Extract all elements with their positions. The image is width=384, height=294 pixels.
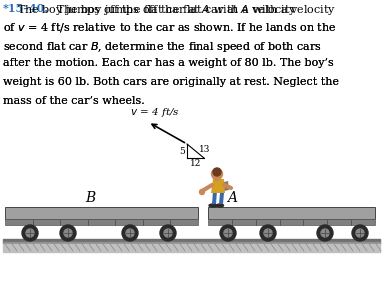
Text: mass of the car’s wheels.: mass of the car’s wheels. — [3, 96, 145, 106]
Text: mass of the car’s wheels.: mass of the car’s wheels. — [3, 96, 145, 106]
Polygon shape — [219, 193, 224, 204]
Text: $v$ = 4 ft/s: $v$ = 4 ft/s — [130, 106, 180, 119]
Circle shape — [64, 229, 72, 237]
Text: 5: 5 — [179, 146, 185, 156]
Bar — [5, 219, 198, 225]
Circle shape — [352, 225, 368, 241]
Polygon shape — [211, 179, 225, 193]
Bar — [208, 207, 375, 219]
Text: after the motion. Each car has a weight of 80 lb. The boy’s: after the motion. Each car has a weight … — [3, 59, 334, 69]
Text: 13: 13 — [199, 144, 210, 153]
Polygon shape — [212, 191, 217, 204]
Ellipse shape — [217, 204, 223, 207]
Circle shape — [126, 229, 134, 237]
Circle shape — [60, 225, 76, 241]
Text: 12: 12 — [190, 159, 201, 168]
Ellipse shape — [209, 204, 217, 207]
Text: A: A — [227, 191, 237, 205]
Text: of $v$ = 4 ft/s relative to the car as shown. If he lands on the: of $v$ = 4 ft/s relative to the car as s… — [3, 21, 336, 34]
Circle shape — [264, 229, 272, 237]
Text: second flat car $B$, determine the final speed of both cars: second flat car $B$, determine the final… — [3, 40, 322, 54]
Text: second flat car $B$, determine the final speed of both cars: second flat car $B$, determine the final… — [3, 40, 322, 54]
Circle shape — [200, 190, 205, 195]
Circle shape — [22, 225, 38, 241]
Text: B: B — [85, 191, 95, 205]
Bar — [208, 219, 375, 225]
Text: weight is 60 lb. Both cars are originally at rest. Neglect the: weight is 60 lb. Both cars are originall… — [3, 77, 339, 87]
Circle shape — [26, 229, 34, 237]
Circle shape — [260, 225, 276, 241]
Circle shape — [317, 225, 333, 241]
Circle shape — [356, 229, 364, 237]
Circle shape — [160, 225, 176, 241]
Text: weight is 60 lb. Both cars are originally at rest. Neglect the: weight is 60 lb. Both cars are originall… — [3, 77, 339, 87]
Text: The boy jumps off the flat car at $A$ with a velocity: The boy jumps off the flat car at $A$ wi… — [42, 3, 336, 17]
Text: The boy jumps off the flat car at $A$ with a velocity: The boy jumps off the flat car at $A$ wi… — [3, 3, 297, 17]
Circle shape — [224, 229, 232, 237]
Circle shape — [122, 225, 138, 241]
Circle shape — [213, 168, 221, 176]
Text: of $v$ = 4 ft/s relative to the car as shown. If he lands on the: of $v$ = 4 ft/s relative to the car as s… — [3, 21, 336, 34]
Circle shape — [321, 229, 329, 237]
Text: after the motion. Each car has a weight of 80 lb. The boy’s: after the motion. Each car has a weight … — [3, 59, 334, 69]
Bar — [5, 207, 198, 219]
Text: *15–40.: *15–40. — [3, 3, 49, 14]
Circle shape — [220, 225, 236, 241]
Circle shape — [212, 168, 222, 180]
Circle shape — [164, 229, 172, 237]
Polygon shape — [224, 181, 229, 191]
